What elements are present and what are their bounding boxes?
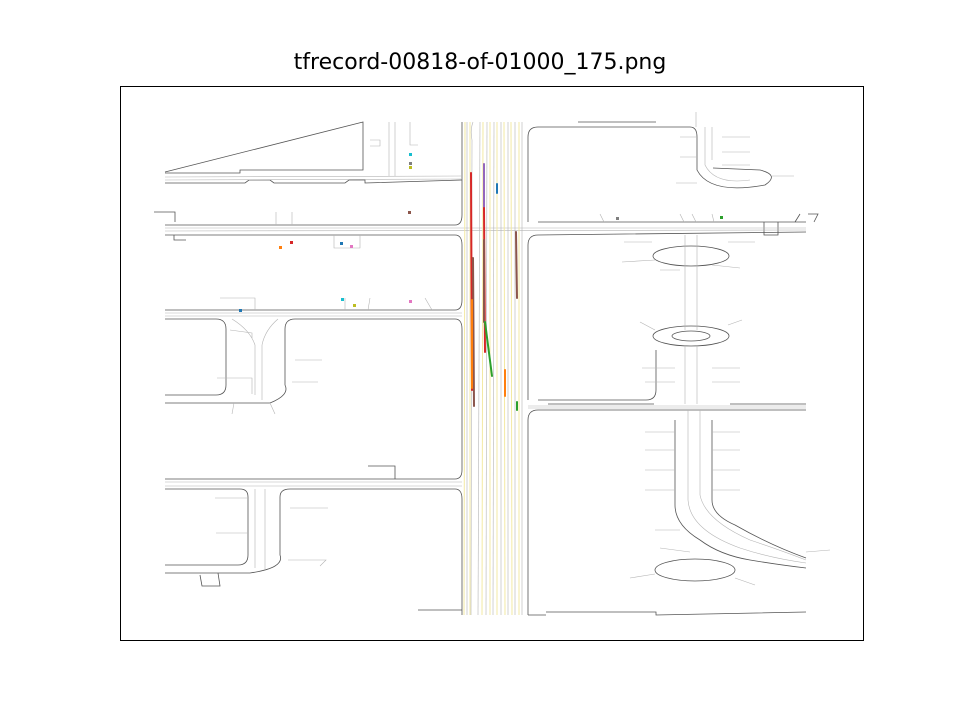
lane-center: [477, 121, 481, 616]
road-edge: [527, 231, 807, 400]
road-edge: [164, 121, 364, 174]
road-edge: [368, 465, 396, 479]
agent-marker: [290, 241, 293, 244]
yellow-lane: [481, 121, 484, 616]
road-edge: [654, 558, 736, 582]
lane-center: [629, 573, 656, 579]
agent-marker: [409, 162, 412, 165]
trajectory-brown: [472, 257, 475, 407]
lane-center: [599, 213, 605, 223]
lane-center: [164, 229, 807, 232]
road-edge: [165, 318, 463, 480]
road-edge: [173, 235, 186, 241]
agent-marker: [409, 300, 412, 303]
road-edge: [763, 222, 779, 236]
agent-marker: [409, 166, 412, 169]
agent-trajectories: [470, 163, 518, 411]
agent-marker: [340, 242, 343, 245]
road-edge: [538, 350, 657, 401]
lane-center: [164, 178, 463, 181]
road-edge: [808, 213, 819, 223]
yellow-lane: [503, 121, 506, 616]
yellow-lane: [463, 121, 466, 616]
road-edge: [165, 234, 463, 311]
lane-center: [691, 213, 697, 223]
yellow-lanes: [463, 121, 520, 616]
lane-center: [269, 402, 276, 415]
road-edge: [154, 211, 176, 222]
road-edge: [527, 409, 806, 615]
road-edge: [527, 126, 772, 222]
lane-center: [164, 175, 463, 178]
road-edge: [165, 122, 463, 226]
agent-marker: [239, 309, 242, 312]
lane-centers: [164, 112, 831, 616]
road-edge: [794, 213, 801, 223]
agent-marker: [279, 246, 282, 249]
lane-center: [639, 321, 656, 331]
lane-center: [367, 297, 371, 311]
agent-marker: [409, 153, 412, 156]
lane-center: [727, 319, 743, 326]
lane-center: [711, 264, 741, 269]
road-edge: [165, 179, 463, 184]
road-edge: [711, 420, 807, 559]
lane-center: [424, 297, 433, 311]
road-edge: [652, 325, 730, 347]
road-edge: [165, 488, 249, 566]
lane-center: [711, 213, 715, 223]
static-agents: [239, 153, 723, 312]
lane-center: [470, 121, 474, 616]
lane-center: [704, 127, 751, 182]
yellow-lane: [510, 121, 513, 616]
agent-marker: [616, 217, 619, 220]
trajectory-brown-3: [515, 231, 518, 299]
figure-title: tfrecord-00818-of-01000_175.png: [293, 50, 667, 75]
road-edge: [674, 420, 807, 569]
agent-marker: [353, 304, 356, 307]
agent-marker: [720, 216, 723, 219]
road-edge: [165, 318, 227, 396]
road-edges: [154, 121, 819, 616]
lane-center: [217, 377, 253, 394]
lane-center: [805, 549, 831, 553]
road-edge: [671, 330, 711, 342]
lane-center: [231, 402, 235, 415]
road-edge: [165, 488, 463, 615]
lane-center: [699, 410, 807, 561]
lane-center: [409, 122, 418, 146]
agent-marker: [341, 298, 344, 301]
agent-marker: [408, 211, 411, 214]
lane-center: [333, 235, 361, 249]
trajectory-green: [484, 321, 493, 377]
lane-center: [220, 297, 256, 310]
lane-center: [229, 329, 253, 338]
road-edge: [546, 611, 807, 616]
lane-center: [659, 547, 691, 553]
lane-center: [621, 259, 656, 263]
lane-center: [288, 559, 327, 567]
road-edge: [199, 572, 221, 587]
lane-center: [261, 318, 279, 400]
agent-marker: [350, 245, 353, 248]
road-edge: [652, 245, 730, 267]
lane-center: [679, 213, 685, 223]
lane-center: [485, 121, 488, 616]
lane-center: [492, 121, 495, 616]
lane-center: [687, 410, 807, 564]
lane-center: [231, 318, 256, 395]
lane-center: [734, 577, 756, 586]
plot-frame: [120, 86, 864, 641]
lane-center: [370, 139, 381, 147]
